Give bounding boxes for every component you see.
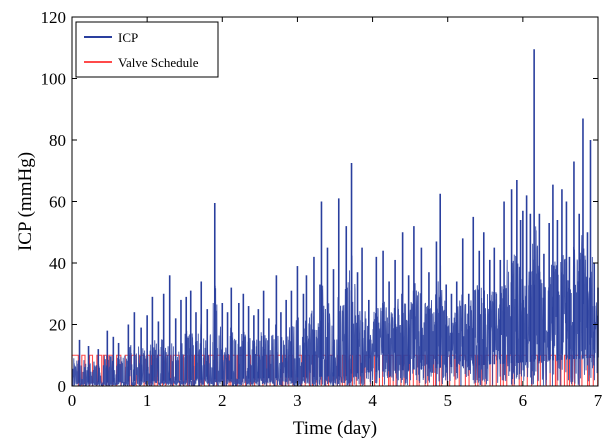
x-tick-label: 0 xyxy=(68,391,77,410)
x-tick-label: 7 xyxy=(594,391,603,410)
icp-line xyxy=(71,49,599,387)
x-tick-label: 3 xyxy=(293,391,302,410)
x-tick-label: 6 xyxy=(519,391,528,410)
y-axis: 0 20 40 60 80 100 120 xyxy=(41,8,598,396)
y-axis-label: ICP (mmHg) xyxy=(15,152,36,251)
x-axis: 0 1 2 3 4 5 6 7 xyxy=(68,17,603,410)
legend: ICP Valve Schedule xyxy=(75,21,219,78)
y-tick-label: 80 xyxy=(49,131,66,150)
y-tick-label: 100 xyxy=(41,70,67,89)
y-tick-label: 20 xyxy=(49,316,66,335)
y-tick-label: 40 xyxy=(49,254,66,273)
x-tick-label: 5 xyxy=(443,391,452,410)
legend-box xyxy=(75,21,219,78)
x-axis-label: Time (day) xyxy=(293,418,377,439)
x-tick-label: 4 xyxy=(368,391,377,410)
legend-label-icp: ICP xyxy=(118,30,138,45)
y-tick-label: 0 xyxy=(58,377,67,396)
y-tick-label: 120 xyxy=(41,8,67,27)
x-tick-label: 2 xyxy=(218,391,227,410)
x-tick-label: 1 xyxy=(143,391,152,410)
icp-series xyxy=(71,195,599,387)
y-tick-label: 60 xyxy=(49,193,66,212)
legend-label-valve-schedule: Valve Schedule xyxy=(118,55,199,70)
plot-area xyxy=(71,49,599,387)
